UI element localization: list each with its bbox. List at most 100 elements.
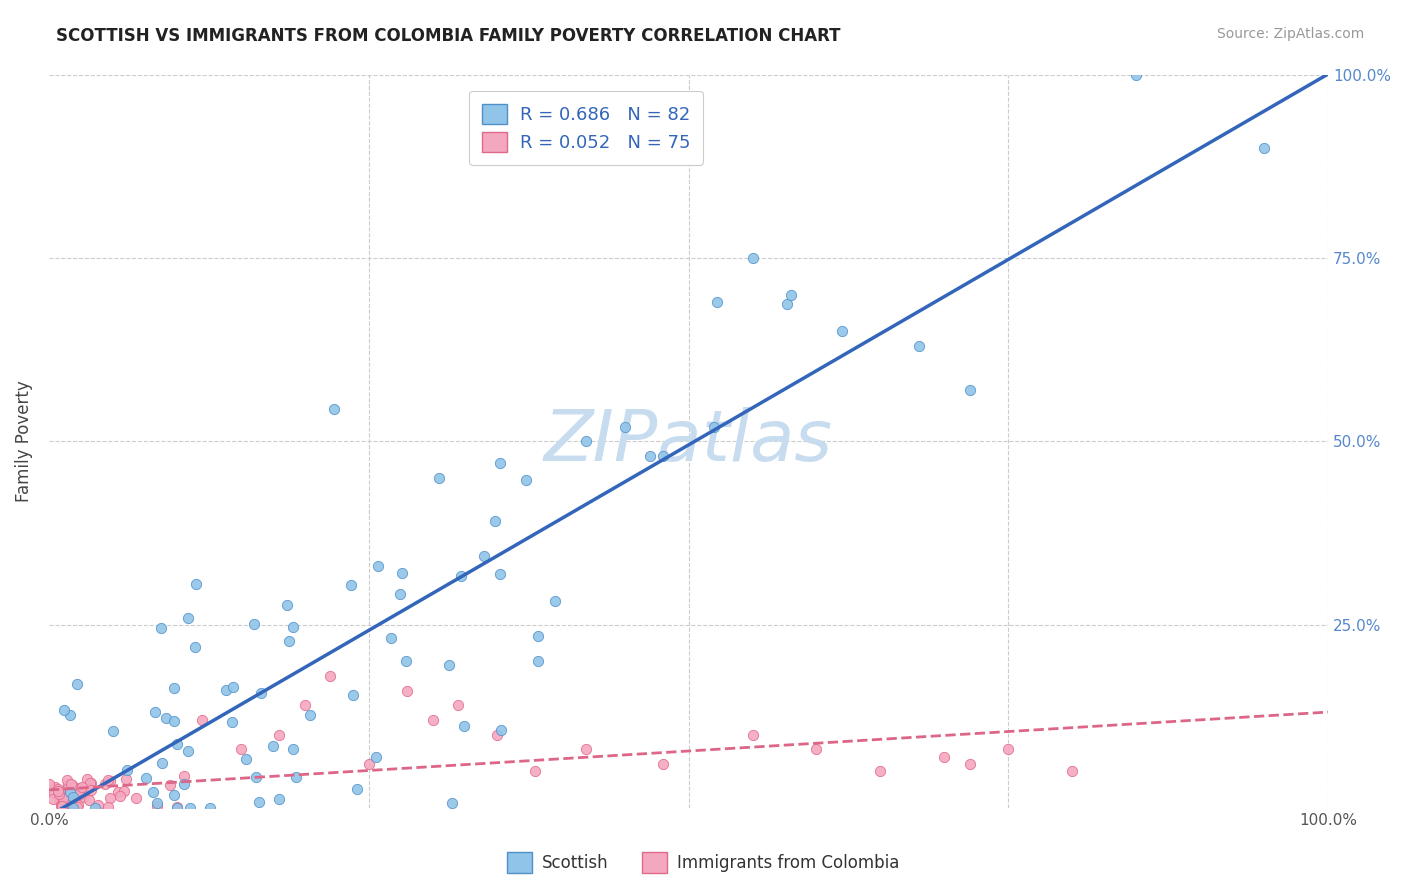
- Point: [235, 752, 257, 766]
- Point: [278, 633, 301, 648]
- Point: [281, 620, 304, 634]
- Point: [215, 682, 238, 697]
- Point: [56, 772, 79, 787]
- Point: [184, 640, 207, 654]
- Point: [229, 742, 252, 756]
- Point: [112, 784, 135, 798]
- Point: [66, 800, 89, 814]
- Point: [340, 578, 363, 592]
- Point: [544, 594, 567, 608]
- Point: [49, 799, 72, 814]
- Point: [67, 781, 90, 796]
- Point: [177, 611, 200, 625]
- Point: [294, 698, 316, 713]
- Point: [103, 723, 125, 738]
- Point: [58, 798, 80, 813]
- Point: [997, 742, 1019, 756]
- Point: [439, 658, 461, 673]
- Point: [489, 567, 512, 582]
- Point: [51, 799, 73, 814]
- Point: [52, 797, 75, 812]
- Point: [48, 787, 70, 801]
- Point: [60, 777, 83, 791]
- Point: [780, 287, 803, 301]
- Point: [440, 796, 463, 810]
- Point: [283, 742, 305, 756]
- Point: [145, 796, 167, 810]
- Point: [60, 778, 83, 792]
- Point: [703, 419, 725, 434]
- Point: [52, 790, 75, 805]
- Point: [72, 784, 94, 798]
- Point: [269, 728, 291, 742]
- Point: [276, 599, 298, 613]
- Point: [831, 324, 853, 338]
- Point: [395, 654, 418, 668]
- Point: [453, 718, 475, 732]
- Point: [46, 783, 69, 797]
- Point: [221, 714, 243, 729]
- Point: [44, 780, 66, 794]
- Point: [49, 785, 72, 799]
- Point: [652, 449, 675, 463]
- Point: [959, 383, 981, 397]
- Point: [391, 566, 413, 580]
- Point: [49, 792, 72, 806]
- Point: [484, 515, 506, 529]
- Point: [262, 739, 284, 754]
- Text: SCOTTISH VS IMMIGRANTS FROM COLOMBIA FAMILY POVERTY CORRELATION CHART: SCOTTISH VS IMMIGRANTS FROM COLOMBIA FAM…: [56, 27, 841, 45]
- Point: [155, 711, 177, 725]
- Point: [59, 785, 82, 799]
- Point: [51, 784, 73, 798]
- Point: [56, 794, 79, 808]
- Point: [485, 728, 508, 742]
- Point: [52, 703, 75, 717]
- Point: [526, 629, 548, 643]
- Point: [242, 617, 264, 632]
- Point: [488, 456, 510, 470]
- Point: [98, 773, 121, 788]
- Point: [638, 449, 661, 463]
- Point: [62, 789, 84, 804]
- Point: [247, 795, 270, 809]
- Point: [869, 764, 891, 779]
- Point: [173, 777, 195, 791]
- Point: [149, 621, 172, 635]
- Point: [94, 777, 117, 791]
- Point: [515, 473, 537, 487]
- Point: [319, 669, 342, 683]
- Point: [51, 798, 73, 813]
- Y-axis label: Family Poverty: Family Poverty: [15, 380, 32, 502]
- Point: [80, 783, 103, 797]
- Point: [76, 772, 98, 786]
- Point: [67, 787, 90, 801]
- Legend: R = 0.686   N = 82, R = 0.052   N = 75: R = 0.686 N = 82, R = 0.052 N = 75: [470, 91, 703, 165]
- Point: [245, 770, 267, 784]
- Point: [322, 402, 344, 417]
- Point: [269, 792, 291, 806]
- Point: [472, 549, 495, 564]
- Point: [450, 569, 472, 583]
- Point: [163, 788, 186, 802]
- Point: [389, 586, 412, 600]
- Point: [51, 793, 73, 807]
- Point: [87, 798, 110, 813]
- Point: [1062, 764, 1084, 779]
- Point: [38, 777, 60, 791]
- Point: [114, 772, 136, 786]
- Point: [346, 781, 368, 796]
- Point: [97, 773, 120, 788]
- Point: [97, 799, 120, 814]
- Point: [107, 785, 129, 799]
- Point: [806, 742, 828, 756]
- Point: [166, 801, 188, 815]
- Point: [98, 791, 121, 805]
- Point: [367, 559, 389, 574]
- Point: [150, 756, 173, 770]
- Point: [741, 728, 763, 742]
- Point: [907, 339, 929, 353]
- Point: [84, 801, 107, 815]
- Point: [959, 757, 981, 772]
- Point: [56, 777, 79, 791]
- Point: [110, 789, 132, 804]
